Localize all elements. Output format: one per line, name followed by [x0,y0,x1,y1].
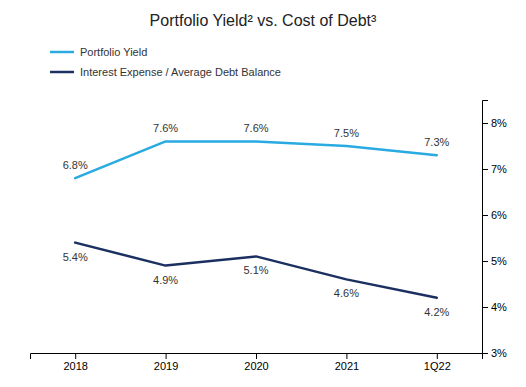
legend-swatch [50,71,74,74]
y-tick-label: 6% [491,209,507,221]
y-tick-mark [482,353,488,354]
y-axis-line [483,101,489,354]
x-tick-mark [256,353,257,359]
series-line [75,141,437,178]
y-axis: 3% 4% 5% 6% 7% 8% [482,101,507,360]
legend-swatch [50,51,74,54]
x-tick: 2021 [335,353,359,372]
x-tick-label: 2018 [63,360,87,372]
plot: 2018 2019 2020 2021 1Q22 3% 4% 5% 6% 7% 8% 6.8% 7.6%… [31,101,508,372]
data-label: 7.6% [243,122,268,134]
legend-item: Interest Expense / Average Debt Balance [50,66,281,78]
y-tick: 7% [482,163,507,175]
x-axis: 2018 2019 2020 2021 1Q22 [31,353,483,372]
data-label: 5.1% [243,264,268,276]
x-tick: 2018 [63,353,87,372]
x-tick-label: 1Q22 [424,360,451,372]
data-label: 4.6% [334,287,359,299]
y-tick-mark [482,169,488,170]
x-tick: 1Q22 [424,353,451,372]
y-tick: 5% [482,255,507,267]
marks [75,141,437,297]
data-labels: 6.8% 7.6% 7.6% 7.5% 7.3% 5.4% 4.9% 5.1% 4.6% 4.2% [63,122,450,317]
legend-item: Portfolio Yield [50,46,147,58]
x-tick-mark [437,353,438,359]
data-label: 4.9% [153,274,178,286]
y-tick: 4% [482,301,507,313]
legend-label: Interest Expense / Average Debt Balance [80,66,281,78]
data-label: 7.5% [334,127,359,139]
series-line [75,243,437,298]
data-label: 5.4% [63,251,88,263]
y-tick-mark [482,215,488,216]
x-tick: 2020 [244,353,268,372]
data-label: 4.2% [424,306,449,318]
x-axis-line [31,354,483,360]
y-tick-label: 4% [491,301,507,313]
x-tick-mark [75,353,76,359]
legend: Portfolio Yield Interest Expense / Averag… [50,46,281,78]
title: Portfolio Yield² vs. Cost of Debt³ [150,12,377,29]
data-label: 6.8% [63,159,88,171]
x-tick: 2019 [154,353,178,372]
y-tick-label: 7% [491,163,507,175]
y-tick-label: 3% [491,347,507,359]
y-tick-label: 8% [491,117,507,129]
data-label: 7.6% [153,122,178,134]
x-tick-label: 2019 [154,360,178,372]
y-tick: 8% [482,117,507,129]
y-tick: 6% [482,209,507,221]
y-tick: 3% [482,347,507,359]
chart: Portfolio Yield² vs. Cost of Debt³201820… [0,0,526,387]
x-tick-label: 2021 [335,360,359,372]
y-tick-mark [482,307,488,308]
y-tick-mark [482,261,488,262]
x-tick-mark [346,353,347,359]
x-tick-mark [166,353,167,359]
y-tick-label: 5% [491,255,507,267]
data-label: 7.3% [424,136,449,148]
legend-label: Portfolio Yield [80,46,147,58]
y-tick-mark [482,123,488,124]
x-tick-label: 2020 [244,360,268,372]
